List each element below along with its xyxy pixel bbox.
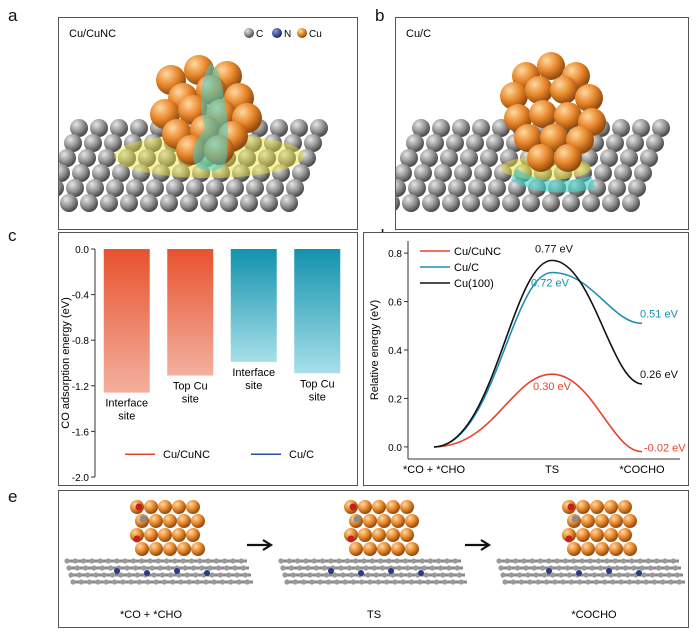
chart-c-category-label: site [118, 411, 135, 423]
chart-c-bar [103, 249, 150, 393]
chart-c-bar [167, 249, 214, 376]
chart-c-category-label: Top Cu [300, 378, 335, 390]
chart-d-ytick-label: 0.2 [388, 394, 402, 405]
chart-d-ytick-label: 0.6 [388, 298, 402, 309]
arrow-icon [247, 539, 274, 551]
cu-c-structure-image: Cu/C [382, 28, 670, 212]
panel-letter-a: a [8, 6, 18, 25]
chart-c-category-label: site [309, 391, 326, 403]
chart-d-legend-label: Cu/CuNC [454, 246, 501, 258]
chart-c-category-label: Interface [232, 367, 275, 379]
chart-d-legend-label: Cu/C [454, 262, 479, 274]
panel-b-structure: Cu/C [382, 17, 689, 230]
reaction-pathway-image: *CO + *CHO TS *COCHO [64, 500, 685, 621]
panel-e-pathway: *CO + *CHO TS *COCHO [58, 490, 689, 628]
chart-d-legend-label: Cu(100) [454, 278, 494, 290]
chart-c-ylabel: CO adsorption energy (eV) [60, 297, 72, 428]
chart-c-bar [230, 249, 277, 362]
panel-a-structure: Cu/CuNC C N Cu [40, 17, 358, 230]
cu-cunc-structure-image: Cu/CuNC C N Cu [40, 28, 328, 212]
chart-d-series-line [433, 259, 643, 448]
legend-cu-label: Cu [309, 29, 322, 40]
panel-letter-b: b [375, 6, 385, 25]
energy-profile-chart: Relative energy (eV) 0.0 0.2 0.4 0.6 0.8 *CO … [369, 241, 686, 476]
chart-c-category-label: site [182, 394, 199, 406]
chart-c-ytick-label: -1.6 [72, 427, 90, 438]
chart-c-category-label: Interface [105, 398, 148, 410]
chart-c-legend-label: Cu/CuNC [163, 449, 210, 461]
chart-d-data-label: 0.30 eV [533, 381, 572, 393]
chart-c-ytick-label: 0.0 [75, 245, 89, 256]
chart-c-ytick-label: -0.8 [72, 336, 90, 347]
chart-c-ytick-label: -0.4 [72, 291, 90, 302]
chart-d-ytick-label: 0.8 [388, 249, 402, 260]
panel-d-chart: Relative energy (eV) 0.0 0.2 0.4 0.6 0.8 *CO … [363, 232, 689, 486]
arrow-icon [465, 539, 492, 551]
adsorption-bar-chart: CO adsorption energy (eV) 0.0 -0.4 -0.8 -1.… [60, 245, 341, 484]
chart-d-ytick-label: 0.0 [388, 443, 402, 454]
chart-c-ytick-label: -1.2 [72, 382, 90, 393]
chart-d-series-line [433, 373, 643, 453]
chart-c-category-label: Top Cu [173, 381, 208, 393]
panel-a-title: Cu/CuNC [69, 28, 116, 40]
panel-letter-e: e [8, 487, 18, 506]
chart-d-ytick-label: 0.4 [388, 346, 402, 357]
chart-d-category-label: *CO + *CHO [403, 464, 465, 476]
chart-c-category-label: site [245, 380, 262, 392]
chart-d-data-label: 0.26 eV [640, 369, 679, 381]
step-label-initial: *CO + *CHO [120, 609, 182, 621]
chart-c-bar [294, 249, 341, 374]
step-label-ts: TS [367, 609, 381, 621]
chart-d-category-label: *COCHO [619, 464, 665, 476]
chart-d-data-label: 0.72 eV [531, 277, 570, 289]
chart-d-data-label: 0.77 eV [535, 243, 574, 255]
legend-c-label: C [256, 29, 263, 40]
chart-c-legend-label: Cu/C [289, 449, 314, 461]
panel-c-chart: CO adsorption energy (eV) 0.0 -0.4 -0.8 -1.… [58, 232, 358, 486]
chart-d-ylabel: Relative energy (eV) [369, 300, 381, 400]
legend-n-label: N [284, 29, 291, 40]
panel-b-title: Cu/C [406, 28, 431, 40]
panel-letter-c: c [8, 226, 17, 245]
chart-d-data-label: -0.02 eV [644, 443, 686, 455]
chart-d-data-label: 0.51 eV [640, 308, 679, 320]
chart-c-ytick-label: -2.0 [72, 473, 90, 484]
chart-d-category-label: TS [545, 464, 559, 476]
chart-d-series-line [433, 271, 643, 448]
step-label-final: *COCHO [571, 609, 617, 621]
